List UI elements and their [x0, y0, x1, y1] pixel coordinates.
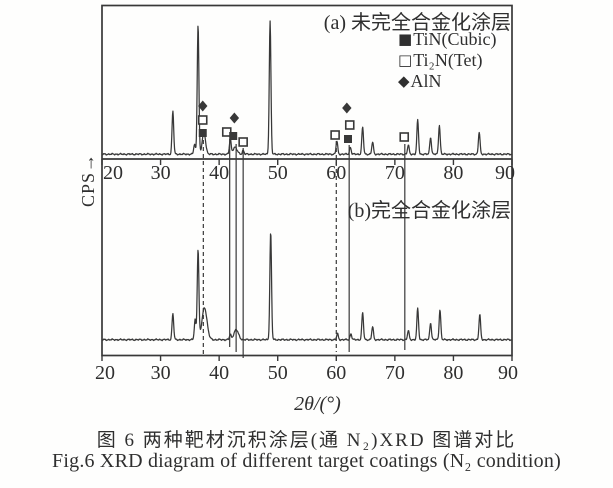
- spectrum-curve-b: [101, 233, 513, 342]
- x-tick-label: 70: [384, 162, 405, 184]
- plot-frame: [101, 4, 513, 357]
- top-x-axis-tick-labels: 20 30 40 50 60 70 80 90: [0, 162, 613, 184]
- x-tick-label: 50: [267, 362, 288, 384]
- open-square-marker: [344, 120, 355, 130]
- x-tick-label: 20: [103, 162, 123, 184]
- x-tick-label: 40: [209, 162, 230, 184]
- open-square-marker: [330, 130, 340, 140]
- x-tick-label: 30: [150, 362, 171, 384]
- spectrum-curve-a: [101, 20, 513, 156]
- filled-square-icon: ■: [398, 30, 413, 48]
- x-tick-label: 60: [326, 362, 347, 384]
- filled-square-marker: [344, 135, 352, 143]
- diamond-marker: [229, 112, 240, 124]
- diamond-icon: ◆: [398, 72, 410, 90]
- filled-square-marker: [198, 129, 207, 137]
- x-tick-label: 80: [443, 162, 464, 184]
- open-square-icon: □: [398, 51, 413, 69]
- legend-item-aln: ◆ AlN: [398, 71, 497, 92]
- x-tick-label: 20: [95, 362, 115, 384]
- x-tick-label: 70: [384, 362, 405, 384]
- caption-english: Fig.6 XRD diagram of different target co…: [52, 450, 561, 472]
- x-tick-label: 60: [326, 162, 347, 184]
- open-square-marker: [238, 137, 248, 147]
- x-tick-label: 40: [209, 362, 230, 384]
- open-square-marker: [197, 115, 208, 125]
- x-axis-label: 2θ/(°): [294, 393, 341, 415]
- legend-label: Ti₂N(Tet): [413, 50, 483, 70]
- legend-label: AlN: [410, 71, 442, 91]
- x-tick-label: 90: [495, 162, 515, 184]
- x-tick-label: 50: [267, 162, 288, 184]
- x-tick-label: 80: [443, 362, 464, 384]
- bottom-x-axis-tick-labels: 20 30 40 50 60 70 80 90: [0, 362, 613, 384]
- filled-square-marker: [229, 132, 238, 140]
- panel-b-title: (b)完全合金化涂层: [347, 200, 511, 222]
- panel-a-title: (a) 未完全合金化涂层: [323, 12, 511, 34]
- open-square-marker: [399, 132, 410, 142]
- diamond-marker: [342, 102, 352, 114]
- caption-chinese: 图 6 两种靶材沉积涂层(通 N₂)XRD 图谱对比: [96, 430, 517, 451]
- legend-label: TiN(Cubic): [413, 29, 497, 49]
- x-tick-label: 30: [150, 162, 171, 184]
- legend-item-tin: ■ TiN(Cubic): [398, 29, 497, 50]
- legend: ■ TiN(Cubic) □ Ti₂N(Tet) ◆ AlN: [398, 29, 497, 92]
- diamond-marker: [198, 100, 208, 112]
- legend-item-ti2n: □ Ti₂N(Tet): [398, 50, 497, 71]
- x-tick-label: 90: [498, 362, 518, 384]
